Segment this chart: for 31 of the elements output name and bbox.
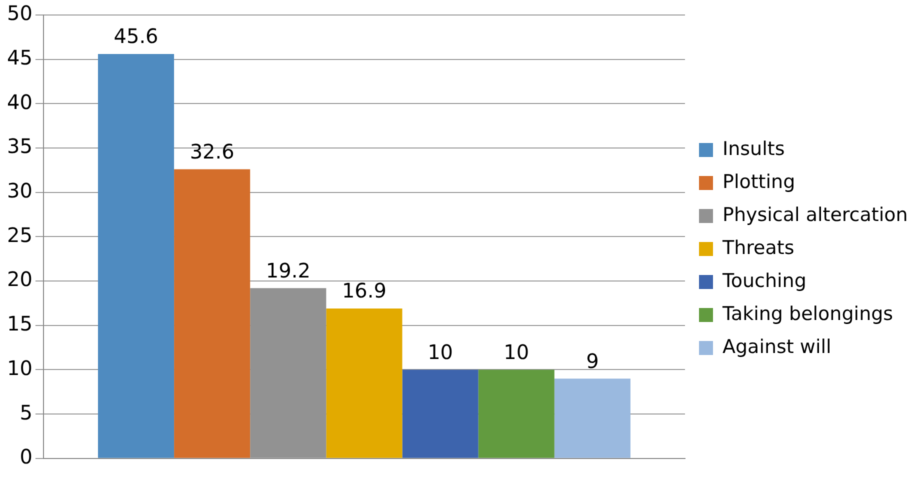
bar [174,169,250,458]
data-label: 10 [504,340,530,364]
bar [478,370,554,458]
data-label: 10 [428,340,454,364]
y-tick-label: 50 [6,1,32,26]
data-label: 19.2 [266,258,310,282]
data-label: 45.6 [114,24,158,48]
y-tick-label: 0 [20,444,32,469]
legend-label: Threats [722,236,794,259]
data-label: 16.9 [342,278,386,303]
legend-label: Plotting [722,170,796,193]
legend-label: Insults [722,138,785,160]
y-tick-label: 30 [6,178,32,203]
y-tick-label: 40 [6,90,32,114]
y-tick-label: 10 [6,356,32,380]
bar [402,370,478,458]
y-tick-label: 25 [6,222,32,247]
legend-label: Touching [722,270,806,292]
y-tick-label: 45 [6,46,32,70]
bar [554,378,630,458]
legend-label: Physical altercation [722,204,908,226]
data-label: 9 [586,348,599,373]
y-tick-label: 20 [6,267,32,292]
legend-label: Against will [722,336,832,358]
data-label: 32.6 [190,140,234,164]
legend-label: Taking belongings [722,302,894,325]
bar [326,308,402,458]
bar [98,54,174,458]
y-tick-label: 15 [6,312,32,336]
y-tick-label: 35 [6,134,32,158]
y-tick-label: 5 [20,400,32,424]
